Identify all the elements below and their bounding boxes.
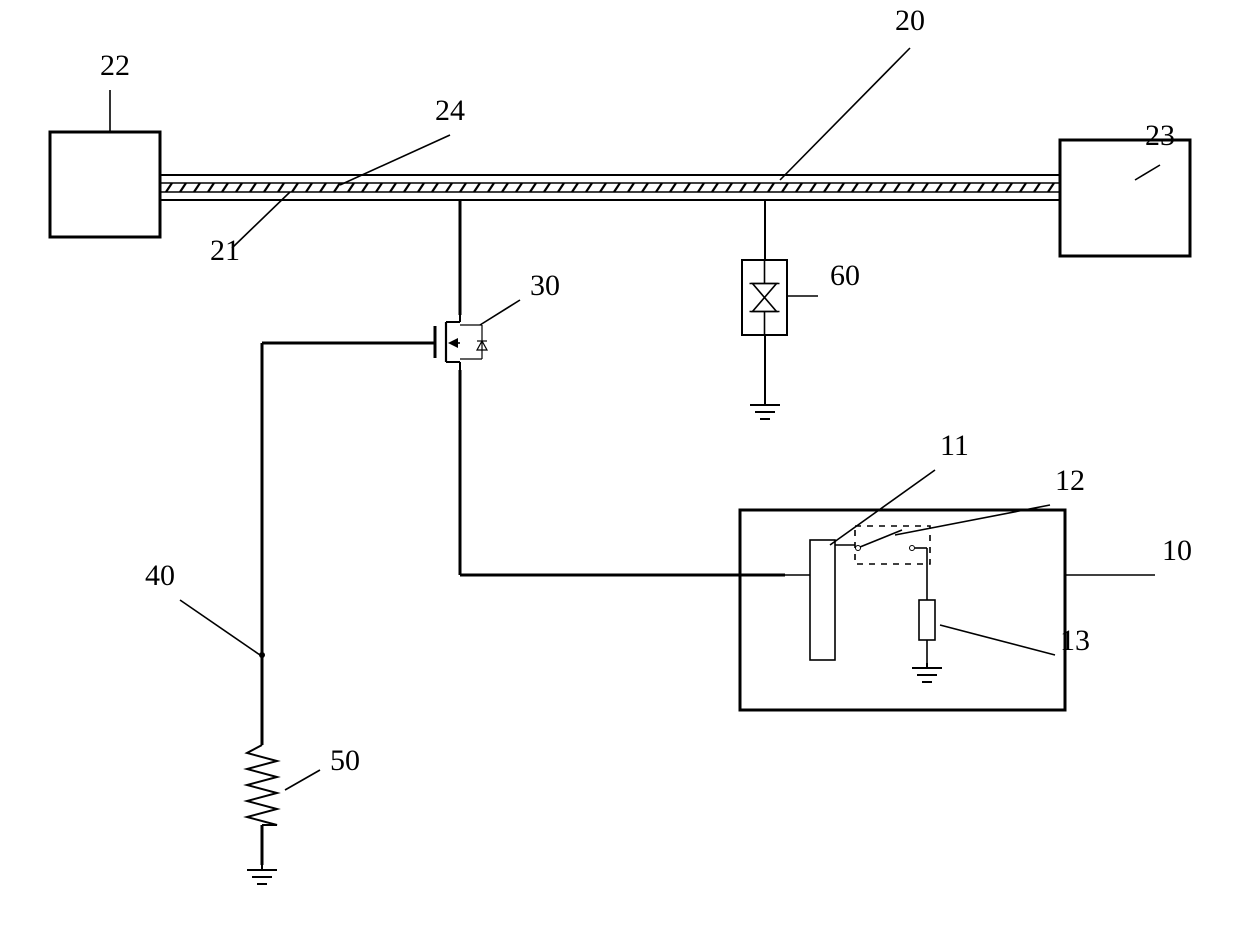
label-24: 24	[435, 94, 465, 127]
label-30: 30	[530, 269, 560, 302]
label-11: 11	[940, 429, 969, 462]
label-50: 50	[330, 744, 360, 777]
label-23: 23	[1145, 119, 1175, 152]
leader-L13	[940, 625, 1055, 655]
label-40: 40	[145, 559, 175, 592]
label-10: 10	[1162, 534, 1192, 567]
label-13: 13	[1060, 624, 1090, 657]
leader-L24	[340, 135, 450, 185]
leader-L50	[285, 770, 320, 790]
leader-L23	[1135, 165, 1160, 180]
label-21: 21	[210, 234, 240, 267]
circuit-diagram: 22 24 20 23 21 30 60 40 50 11 12 10 13	[0, 0, 1240, 942]
leader-L11	[830, 470, 935, 545]
leader-L20	[780, 48, 910, 180]
label-22: 22	[100, 49, 130, 82]
leader-L30	[480, 300, 520, 325]
label-60: 60	[830, 259, 860, 292]
label-20: 20	[895, 4, 925, 37]
label-12: 12	[1055, 464, 1085, 497]
leader-L40	[180, 600, 260, 655]
